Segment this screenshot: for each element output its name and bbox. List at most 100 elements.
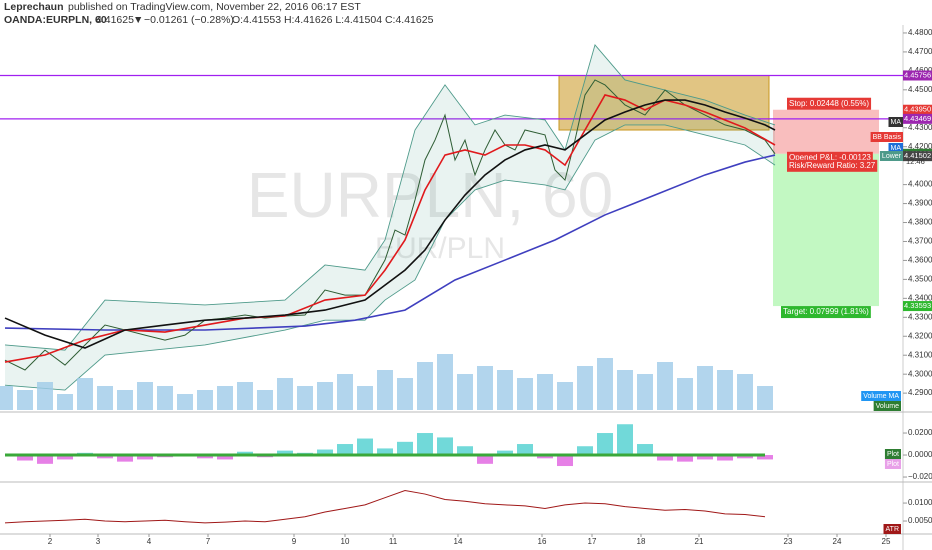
series-line bbox=[4, 79, 776, 371]
indicator-tag: Lower bbox=[882, 153, 902, 160]
x-tick-label: 21 bbox=[695, 537, 704, 546]
volume-bar bbox=[757, 386, 773, 410]
y-tick-label: 0.0000 bbox=[908, 450, 932, 459]
y-tick-label: 4.32000 bbox=[908, 331, 932, 340]
ratio-label-bg bbox=[787, 159, 878, 172]
volume-bar bbox=[577, 366, 593, 410]
target-label: Target: 0.07999 (1.81%) bbox=[783, 307, 869, 316]
y-tick-label: 4.46000 bbox=[908, 66, 932, 75]
countdown: 12:46 bbox=[906, 157, 925, 166]
ratio-label: Risk/Reward Ratio: 3.27 bbox=[789, 161, 876, 170]
x-tick-label: 11 bbox=[389, 537, 398, 546]
osc-bar bbox=[57, 455, 73, 460]
indicator-tag-bg bbox=[888, 117, 903, 127]
indicator-tag-bg bbox=[879, 151, 903, 161]
volume-bar bbox=[697, 366, 713, 410]
price-tag: 4.33593 bbox=[904, 301, 931, 310]
volume-bar bbox=[517, 378, 533, 410]
osc-bar bbox=[677, 455, 693, 462]
price-tag: 4.41502 bbox=[904, 151, 931, 160]
band-lower bbox=[4, 124, 776, 391]
price-tag: 4.45756 bbox=[904, 70, 931, 79]
author: Leprechaun bbox=[4, 1, 64, 13]
osc-bar bbox=[217, 455, 233, 460]
osc-bar bbox=[337, 444, 353, 456]
indicator-tag: ATR bbox=[886, 526, 899, 533]
change: −0.01261 (−0.28%) bbox=[144, 14, 234, 26]
volume-bar bbox=[17, 390, 33, 410]
indicator-tag-bg bbox=[861, 391, 901, 401]
volume-bar bbox=[557, 382, 573, 410]
y-tick-label: 4.38000 bbox=[908, 218, 932, 227]
stop-zone bbox=[773, 109, 879, 154]
stop-label: Stop: 0.02448 (0.55%) bbox=[789, 99, 869, 108]
osc-bar bbox=[717, 455, 733, 461]
osc-bar bbox=[277, 450, 293, 456]
band-upper bbox=[4, 43, 776, 351]
osc-bar bbox=[617, 424, 633, 456]
volume-bar bbox=[677, 378, 693, 410]
volume-bar bbox=[397, 378, 413, 410]
x-tick-label: 23 bbox=[784, 537, 793, 546]
volume-bar bbox=[137, 382, 153, 410]
osc-bar bbox=[517, 444, 533, 456]
indicator-tag: MA bbox=[891, 145, 902, 152]
x-tick-label: 24 bbox=[833, 537, 842, 546]
y-tick-label: 0.0050 bbox=[908, 516, 932, 525]
volume-bar bbox=[97, 386, 113, 410]
x-tick-label: 9 bbox=[292, 537, 297, 546]
atr-line bbox=[4, 489, 766, 524]
x-tick-label: 25 bbox=[882, 537, 891, 546]
osc-bar bbox=[457, 446, 473, 456]
x-tick-label: 2 bbox=[48, 537, 53, 546]
volume-bar bbox=[197, 390, 213, 410]
series-line bbox=[4, 94, 776, 363]
y-tick-label: −0.0200 bbox=[908, 472, 932, 481]
y-tick-label: 4.30000 bbox=[908, 369, 932, 378]
volume-bar bbox=[637, 374, 653, 410]
volume-bar bbox=[357, 386, 373, 410]
y-tick-label: 4.39000 bbox=[908, 199, 932, 208]
range-box bbox=[558, 74, 770, 131]
osc-bar bbox=[17, 455, 33, 461]
osc-bar bbox=[237, 451, 253, 456]
volume-bar bbox=[237, 382, 253, 410]
series-line bbox=[4, 154, 776, 331]
y-tick-label: 4.47000 bbox=[908, 47, 932, 56]
volume-bar bbox=[457, 374, 473, 410]
indicator-tag-bg bbox=[888, 143, 903, 153]
osc-bar bbox=[577, 446, 593, 456]
price-tag-bg bbox=[903, 113, 932, 124]
ohlc: O:4.41553 H:4.41626 L:4.41504 C:4.41625 bbox=[232, 14, 434, 26]
indicator-tag-bg bbox=[870, 132, 903, 142]
symbol: OANDA:EURPLN, 60 bbox=[4, 14, 107, 26]
osc-bar bbox=[537, 455, 553, 459]
volume-bar bbox=[177, 394, 193, 410]
osc-bar bbox=[397, 441, 413, 456]
stop-label-bg bbox=[787, 97, 872, 110]
osc-bar bbox=[757, 455, 773, 460]
y-tick-label: 4.37000 bbox=[908, 237, 932, 246]
price-tag-bg bbox=[903, 104, 932, 115]
osc-bar bbox=[417, 433, 433, 456]
volume-bar bbox=[277, 378, 293, 410]
osc-bar bbox=[697, 455, 713, 460]
y-tick-label: 4.36000 bbox=[908, 256, 932, 265]
y-tick-label: 4.40000 bbox=[908, 180, 932, 189]
volume-bar bbox=[157, 386, 173, 410]
osc-bar bbox=[497, 450, 513, 456]
y-tick-label: 4.43000 bbox=[908, 123, 932, 132]
y-tick-label: 4.35000 bbox=[908, 275, 932, 284]
x-tick-label: 10 bbox=[341, 537, 350, 546]
y-tick-label: 4.34000 bbox=[908, 293, 932, 302]
pnl-label: Opened P&L: -0.00123 bbox=[789, 153, 871, 162]
last: 4.41625 bbox=[96, 14, 134, 26]
y-tick-label: 4.48000 bbox=[908, 28, 932, 37]
x-tick-label: 18 bbox=[637, 537, 646, 546]
y-tick-label: 0.0100 bbox=[908, 498, 932, 507]
volume-bar bbox=[117, 390, 133, 410]
x-tick-label: 3 bbox=[96, 537, 101, 546]
target-label-bg bbox=[781, 306, 871, 319]
